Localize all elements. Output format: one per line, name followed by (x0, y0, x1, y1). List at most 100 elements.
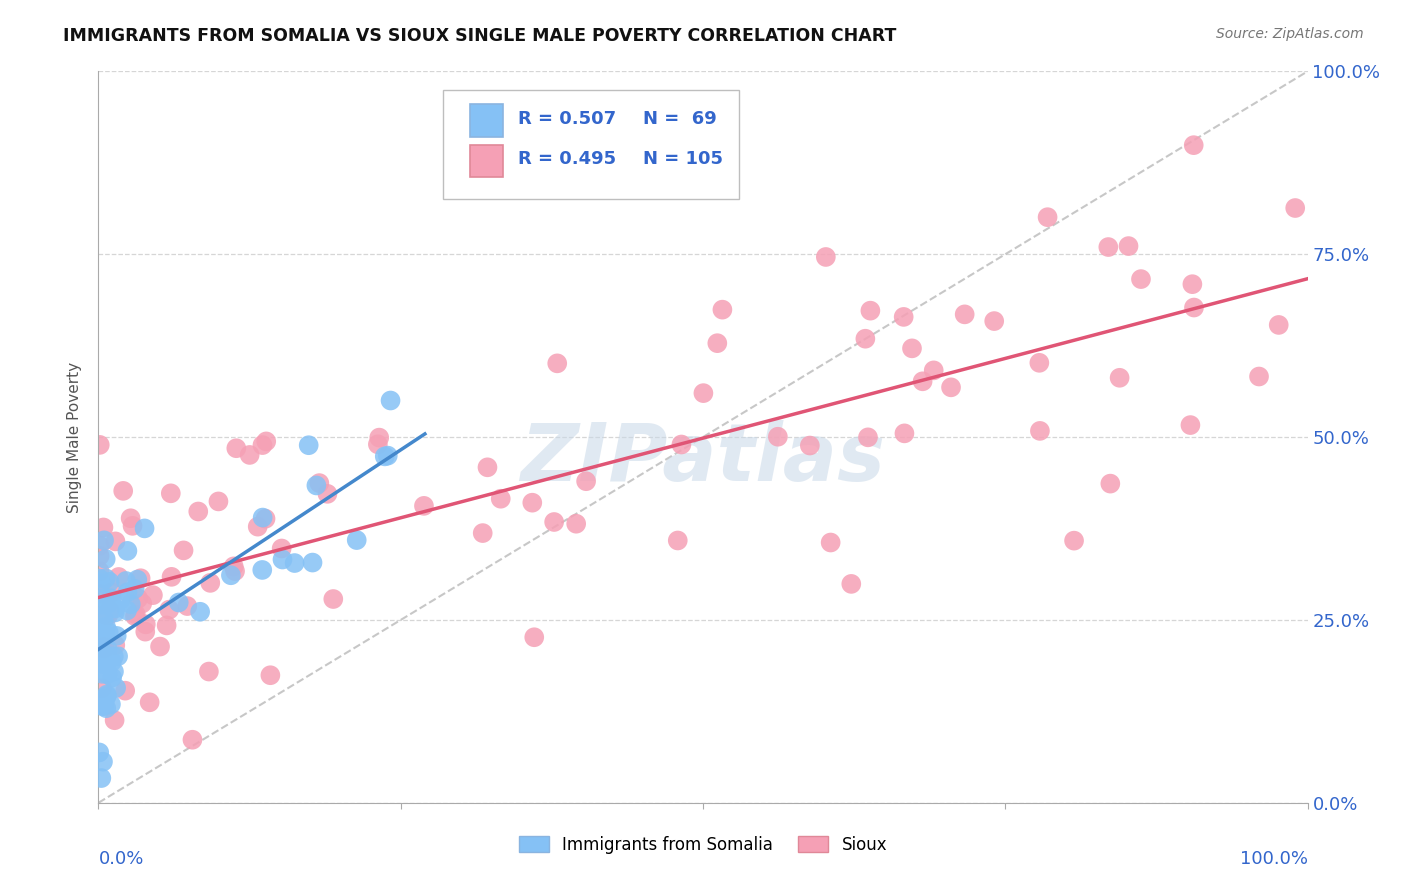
Point (149, 640, 172, 654)
Point (97, 608, 120, 623)
Point (89, 572, 111, 586)
Point (298, 438, 321, 452)
Point (200, 575, 222, 590)
Point (1118, 239, 1140, 253)
Point (90, 608, 112, 623)
Point (271, 552, 294, 566)
Point (1181, 277, 1204, 292)
Point (856, 430, 879, 444)
Point (259, 668, 281, 682)
Point (173, 543, 195, 558)
Text: N = 105: N = 105 (643, 150, 723, 168)
Point (104, 606, 127, 620)
Text: ZIPatlas: ZIPatlas (520, 420, 886, 498)
Point (766, 430, 789, 444)
Point (96, 701, 118, 715)
Point (138, 695, 160, 709)
Point (97, 625, 120, 640)
Point (254, 434, 277, 449)
Point (219, 568, 242, 582)
Point (91, 755, 114, 769)
Point (188, 605, 211, 619)
Point (94, 651, 117, 665)
Point (120, 511, 142, 525)
Point (115, 603, 138, 617)
Point (543, 515, 565, 529)
Point (983, 314, 1005, 328)
Point (135, 617, 157, 632)
Point (1028, 356, 1050, 370)
FancyBboxPatch shape (443, 90, 740, 200)
Point (103, 649, 125, 664)
Point (953, 307, 976, 321)
Point (692, 386, 714, 401)
Point (160, 570, 183, 584)
Point (246, 519, 269, 533)
Point (100, 585, 122, 599)
Point (522, 496, 544, 510)
Point (252, 510, 274, 524)
Point (134, 624, 156, 639)
Point (859, 303, 882, 318)
Point (93, 533, 115, 548)
Point (853, 332, 876, 346)
Point (94, 620, 117, 634)
Point (413, 499, 436, 513)
Point (89, 640, 111, 654)
Point (198, 665, 221, 679)
Point (1247, 369, 1270, 384)
Point (666, 533, 689, 548)
Point (89, 565, 111, 579)
Point (94, 693, 117, 707)
Y-axis label: Single Male Poverty: Single Male Poverty (67, 361, 83, 513)
Point (90, 576, 112, 591)
Point (893, 310, 915, 324)
Point (101, 671, 124, 685)
Point (893, 426, 915, 441)
Point (322, 592, 344, 607)
Point (284, 556, 307, 570)
Point (575, 474, 598, 488)
Text: R = 0.495: R = 0.495 (517, 150, 616, 168)
Point (799, 438, 821, 452)
Point (222, 559, 245, 574)
Point (225, 441, 247, 455)
Point (124, 582, 146, 596)
Point (346, 533, 368, 547)
Point (94, 648, 117, 663)
Point (471, 526, 494, 541)
Point (97, 597, 120, 611)
Point (93, 691, 115, 706)
Point (89, 549, 111, 563)
Point (477, 460, 499, 475)
Point (181, 732, 204, 747)
Point (104, 534, 127, 549)
Point (254, 512, 277, 526)
Point (377, 449, 399, 463)
Point (91, 681, 114, 696)
Point (489, 491, 512, 506)
Point (207, 494, 229, 508)
Point (167, 595, 190, 609)
Point (96, 667, 118, 681)
Point (117, 585, 139, 599)
Point (239, 448, 262, 462)
Point (129, 571, 152, 585)
Point (115, 574, 138, 588)
Point (316, 487, 339, 501)
Point (112, 483, 135, 498)
Point (94, 552, 117, 566)
Point (104, 638, 127, 652)
Point (1284, 201, 1306, 215)
Point (1099, 476, 1122, 491)
Point (1097, 240, 1119, 254)
Point (94, 629, 117, 643)
Text: 100.0%: 100.0% (1240, 850, 1308, 868)
Point (100, 698, 122, 712)
Point (270, 541, 292, 556)
Point (1180, 418, 1202, 433)
FancyBboxPatch shape (470, 104, 503, 137)
Point (839, 577, 862, 591)
Point (901, 342, 924, 356)
FancyBboxPatch shape (470, 145, 503, 178)
